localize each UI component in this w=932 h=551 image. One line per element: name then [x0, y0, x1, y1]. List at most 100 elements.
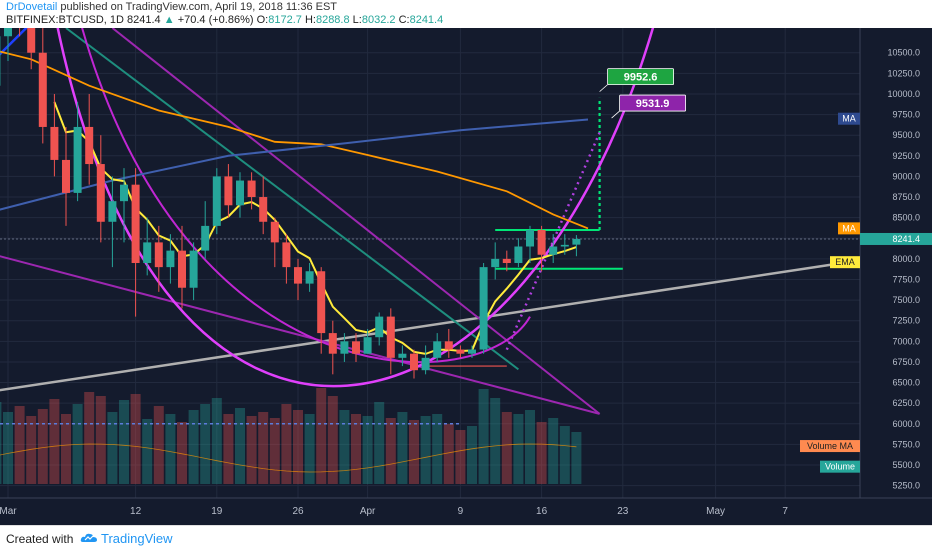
volume-bar	[0, 402, 1, 484]
volume-bar	[409, 420, 419, 484]
volume-bar	[548, 418, 558, 484]
candle-body	[27, 28, 35, 53]
volume-bar	[455, 430, 465, 484]
footer-bar: Created with TradingView	[0, 525, 932, 551]
candle-body	[236, 181, 244, 206]
last-price-axis-label: 8241.4	[892, 234, 920, 244]
volume-bar	[15, 406, 25, 484]
price-tick-label: 6750.0	[892, 357, 920, 367]
price-tick-label: 9500.0	[892, 130, 920, 140]
volume-bar	[467, 426, 477, 484]
candle-body	[445, 341, 453, 349]
candle-body	[224, 176, 232, 205]
candle-body	[306, 271, 314, 283]
price-tick-label: 8750.0	[892, 192, 920, 202]
high-value: 8288.8	[316, 14, 350, 26]
tradingview-brand[interactable]: TradingView	[101, 531, 173, 546]
price-tick-label: 8000.0	[892, 254, 920, 264]
candle-body	[352, 341, 360, 353]
low-value: 8032.2	[362, 14, 396, 26]
volume-bar	[247, 416, 257, 484]
price-tick-label: 5500.0	[892, 460, 920, 470]
high-label: H:	[305, 14, 316, 26]
publish-info: published on TradingView.com, April 19, …	[60, 1, 337, 13]
chart-header: DrDovetail published on TradingView.com,…	[0, 0, 932, 28]
volume-bar	[374, 402, 384, 484]
candle-body	[271, 222, 279, 243]
candle-body	[340, 341, 348, 353]
volume-bar	[363, 416, 373, 484]
candle-body	[503, 259, 511, 263]
volume-bar	[339, 410, 349, 484]
open-label: O:	[257, 14, 269, 26]
price-tick-label: 6500.0	[892, 378, 920, 388]
volume-bar	[270, 418, 280, 484]
support-trendline-gray	[0, 265, 832, 393]
ema-axis-tag: EMA	[835, 257, 855, 267]
volume-bar	[189, 410, 199, 484]
volume-bar	[131, 394, 141, 484]
price-axis: 10500.010250.010000.09750.09500.09250.09…	[800, 28, 932, 525]
date-tick-label: 26	[292, 506, 304, 517]
up-arrow-icon: ▲	[164, 14, 175, 26]
volume-bar	[200, 404, 210, 484]
volume-ma-axis-tag: Volume MA	[807, 441, 853, 451]
volume-bar	[386, 418, 396, 484]
volume-bar	[502, 412, 512, 484]
candle-body	[282, 242, 290, 267]
volume-bar	[444, 424, 454, 484]
volume-bar	[49, 399, 59, 484]
price-tick-label: 7250.0	[892, 316, 920, 326]
candle-body	[50, 127, 58, 160]
date-tick-label: Mar	[0, 506, 17, 517]
volume-bar	[119, 400, 129, 484]
author-link[interactable]: DrDovetail	[6, 1, 57, 13]
price-tick-label: 10000.0	[887, 89, 920, 99]
price-tick-label: 7000.0	[892, 336, 920, 346]
volume-bar	[96, 396, 106, 484]
date-tick-label: 7	[782, 506, 788, 517]
date-tick-label: 9	[458, 506, 464, 517]
symbol-label: BITFINEX:BTCUSD, 1D	[6, 14, 124, 26]
candle-body	[538, 230, 546, 255]
candle-body	[201, 226, 209, 251]
volume-bar	[397, 412, 407, 484]
candle-body	[480, 267, 488, 349]
candle-body	[364, 337, 372, 353]
last-price: 8241.4	[127, 14, 161, 26]
date-tick-label: 19	[211, 506, 223, 517]
candle-body	[329, 333, 337, 354]
cup-pattern-arc	[54, 28, 657, 386]
volume-bar	[107, 412, 117, 484]
price-tick-label: 9750.0	[892, 110, 920, 120]
candle-body	[468, 350, 476, 354]
volume-bar	[421, 416, 431, 484]
candle-body	[74, 127, 82, 193]
date-tick-label: 16	[536, 506, 548, 517]
candle-body	[549, 247, 557, 255]
candle-body	[248, 181, 256, 197]
candle-body	[317, 271, 325, 333]
price-tick-label: 5750.0	[892, 439, 920, 449]
volume-bar	[154, 406, 164, 484]
low-label: L:	[353, 14, 362, 26]
volume-bar	[479, 389, 489, 484]
candle-body	[178, 251, 186, 288]
price-tick-label: 10500.0	[887, 48, 920, 58]
candle-body	[190, 251, 198, 288]
price-tick-label: 6000.0	[892, 419, 920, 429]
volume-bar	[560, 426, 570, 484]
candle-body	[132, 185, 140, 263]
price-change: +70.4 (+0.86%)	[178, 14, 254, 26]
volume-bar	[3, 412, 13, 484]
date-tick-label: Apr	[360, 506, 376, 517]
candle-body	[456, 350, 464, 354]
created-with-text: Created with	[6, 532, 73, 546]
target-green-pointer	[600, 85, 608, 92]
volume-bar	[490, 398, 500, 484]
candle-body	[561, 245, 569, 247]
